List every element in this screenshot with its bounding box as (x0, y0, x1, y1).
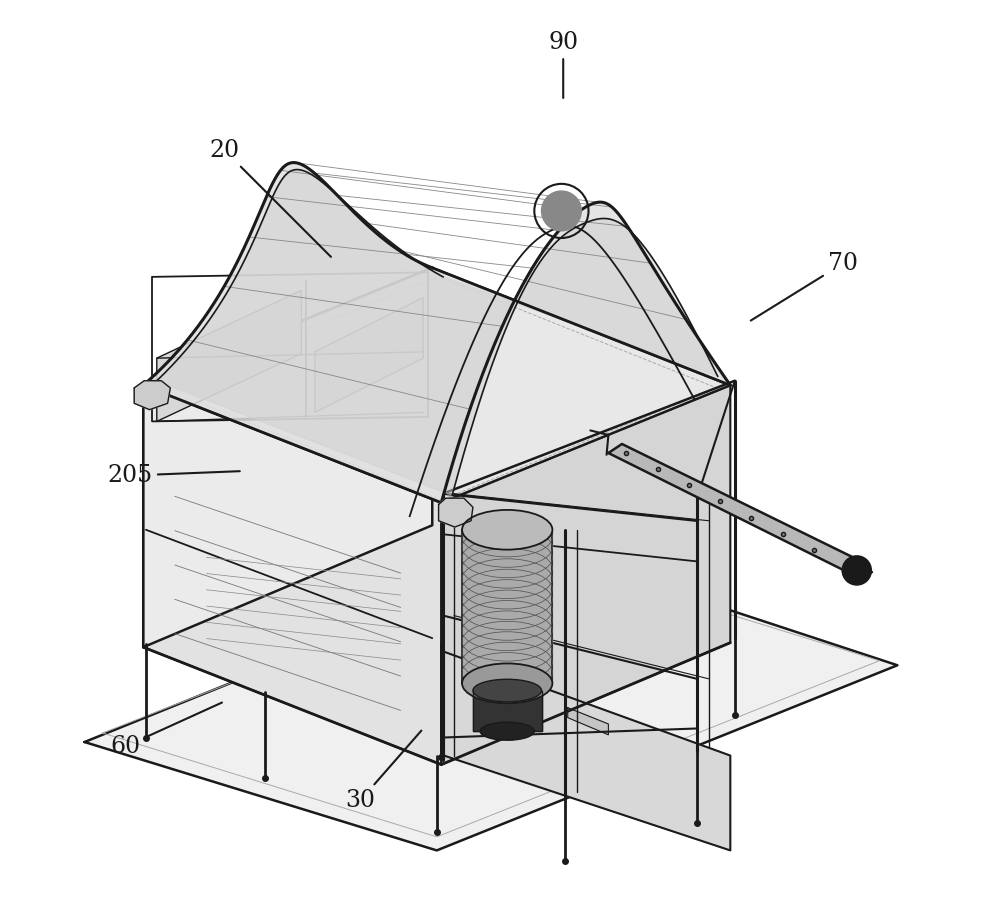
Polygon shape (143, 385, 441, 765)
Polygon shape (845, 565, 872, 583)
Polygon shape (441, 385, 730, 765)
Circle shape (542, 191, 581, 231)
Polygon shape (473, 690, 542, 731)
Text: 60: 60 (110, 702, 222, 758)
Polygon shape (143, 162, 730, 503)
Text: 30: 30 (345, 730, 421, 813)
Text: 70: 70 (751, 252, 858, 321)
Text: 90: 90 (548, 31, 578, 98)
Ellipse shape (473, 680, 542, 702)
Polygon shape (439, 498, 473, 527)
Polygon shape (444, 651, 730, 851)
Polygon shape (157, 291, 301, 421)
Polygon shape (85, 553, 897, 851)
Polygon shape (608, 444, 861, 573)
Text: 20: 20 (209, 139, 331, 256)
Ellipse shape (462, 663, 552, 703)
Polygon shape (143, 268, 730, 503)
Ellipse shape (462, 510, 552, 550)
Polygon shape (143, 268, 432, 647)
Polygon shape (157, 169, 718, 496)
Circle shape (842, 556, 871, 585)
Polygon shape (134, 381, 170, 410)
Text: 205: 205 (107, 464, 240, 487)
Ellipse shape (480, 722, 534, 740)
Polygon shape (568, 708, 608, 735)
Polygon shape (462, 530, 552, 683)
Polygon shape (315, 298, 423, 412)
